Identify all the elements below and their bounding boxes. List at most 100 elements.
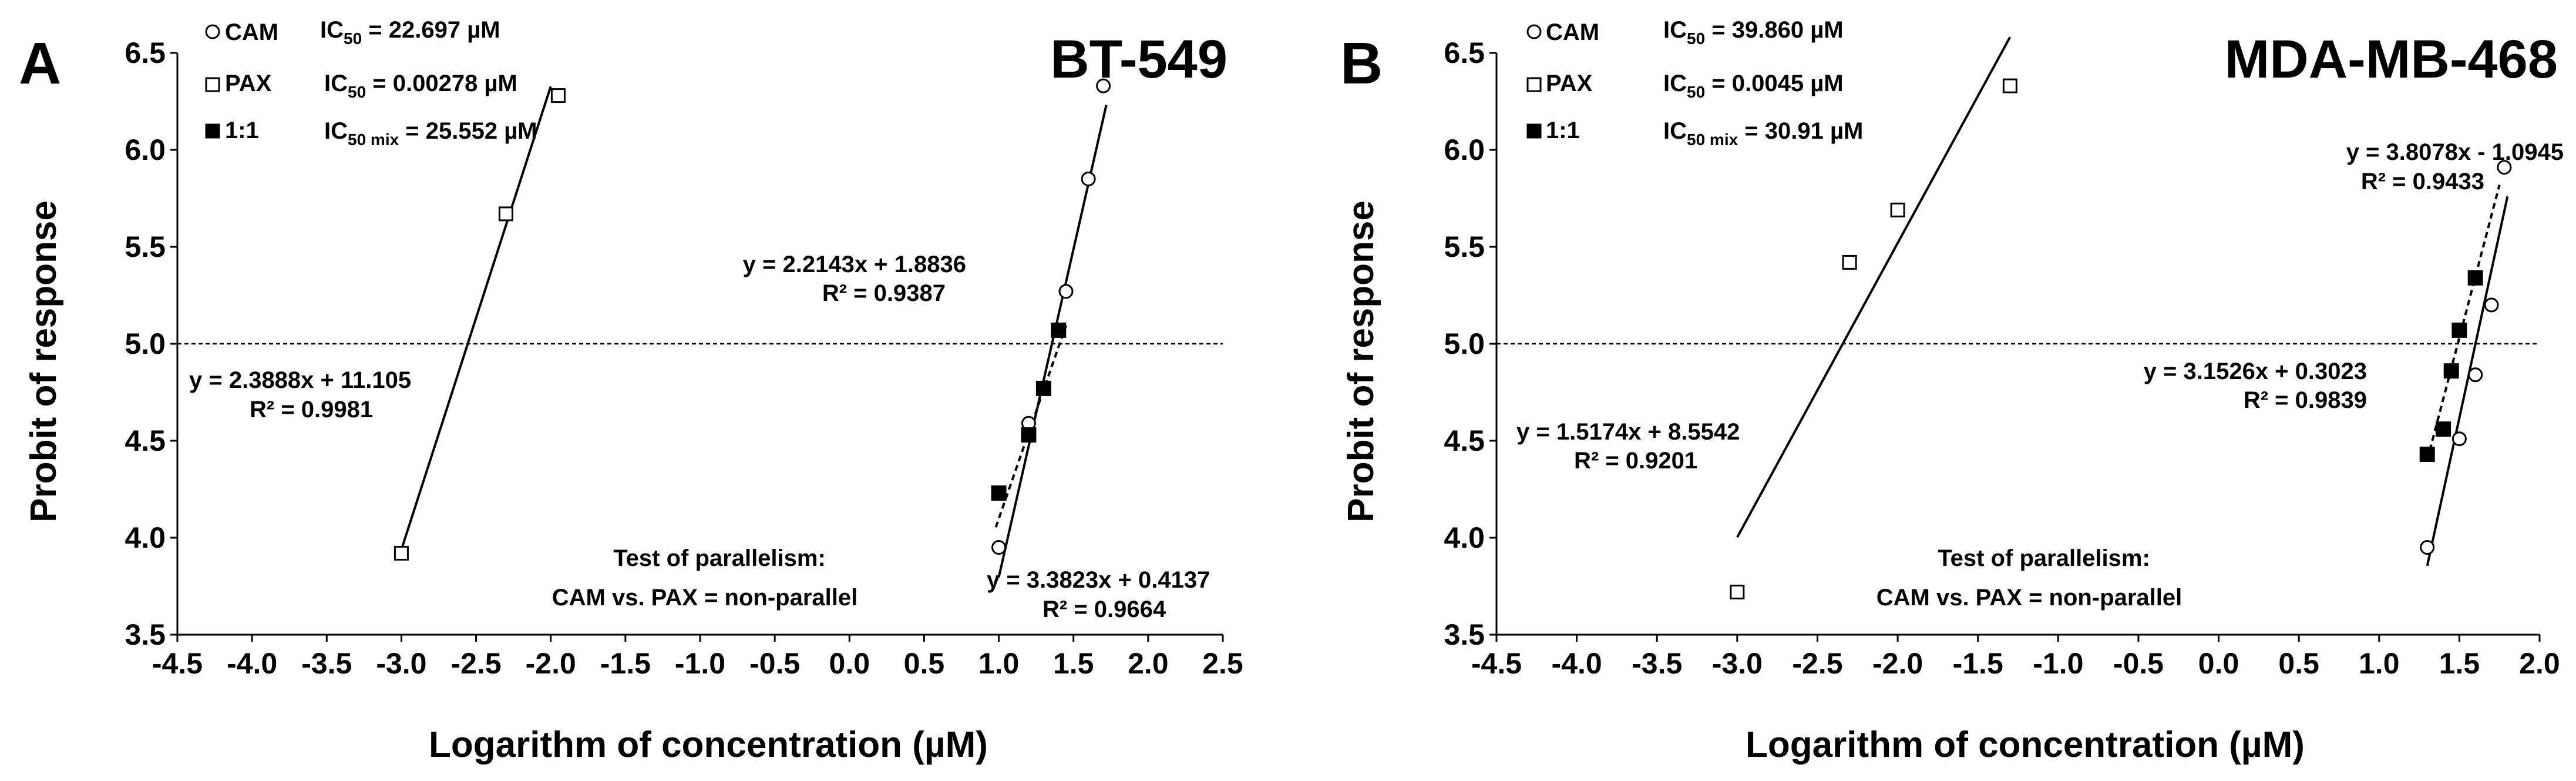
chart-title: BT-549 (1050, 29, 1228, 89)
data-point-pax (550, 88, 566, 103)
data-point-mix (2467, 270, 2483, 286)
fit-r2-pax: R² = 0.9981 (250, 397, 373, 423)
x-tick-label: 2.5 (1202, 647, 1243, 680)
x-tick-label: -1.0 (675, 647, 725, 680)
legend-entry-pax: PAX IC50 = 0.00278 µM (205, 71, 517, 101)
data-point-cam (991, 540, 1007, 555)
y-tick-label: 3.5 (125, 618, 166, 651)
legend-series-label: 1:1 (225, 118, 259, 143)
x-tick-label: 2.0 (1128, 647, 1169, 680)
legend-entry-mix: 1:1 IC50 mix = 30.91 µM (1526, 118, 1863, 149)
legend-marker-open-circle (205, 24, 220, 39)
panel-b: B Probit of response Logarithm of concen… (1340, 17, 2564, 765)
y-tick-label: 6.0 (1444, 133, 1485, 166)
fit-equation-cam: y = 3.3823x + 0.4137 (987, 567, 1210, 593)
y-tick-label: 5.0 (125, 327, 166, 360)
fit-r2-pax: R² = 0.9201 (1574, 448, 1697, 474)
data-point-cam (2484, 297, 2499, 313)
x-tick-label: -4.0 (227, 647, 277, 680)
data-point-mix (2419, 447, 2435, 462)
legend-series-label: CAM (1546, 19, 1599, 45)
data-point-pax (498, 206, 513, 222)
fit-equation-1-1: y = 2.2143x + 1.8836 (743, 252, 966, 277)
panel-letter: A (19, 31, 61, 96)
x-tick-label: 0.0 (829, 647, 870, 680)
data-point-cam (1081, 172, 1096, 186)
y-tick-label: 6.5 (125, 36, 166, 69)
plot-area: -4.5 -4.0 -3.5 -3.0 -2.5 -2.0 -1.5 -1.0 -0.5 0.0 0… (125, 36, 1243, 680)
data-point-mix (1051, 322, 1067, 338)
x-tick-label: -3.5 (1632, 647, 1682, 680)
x-tick-label: -3.0 (1712, 647, 1763, 680)
data-point-mix (1035, 380, 1051, 396)
legend-ic-value: IC50 mix = 25.552 µM (324, 118, 537, 149)
data-point-cam (2420, 540, 2435, 555)
data-point-pax (1842, 254, 1857, 270)
x-tick-label: -4.5 (1471, 647, 1522, 680)
legend-ic-value: IC50 = 0.0045 µM (1663, 71, 1844, 101)
x-tick-label: -2.5 (1792, 647, 1842, 680)
parallelism-title: Test of parallelism: (1938, 545, 2150, 571)
panel-a: A Probit of response Logarithm of concen… (19, 17, 1243, 765)
y-tick-label: 4.0 (1444, 521, 1485, 554)
fit-line-pax (400, 86, 552, 550)
x-tick-label: -4.5 (152, 647, 203, 680)
chart-title: MDA-MB-468 (2225, 29, 2558, 89)
fit-r2-cam: R² = 0.9664 (1042, 596, 1166, 622)
y-tick-label: 4.5 (1444, 424, 1485, 457)
data-point-mix (1021, 427, 1037, 443)
x-axis-label: Logarithm of concentration (µM) (1746, 725, 2305, 765)
fit-r2-1-1: R² = 0.9839 (2244, 387, 2367, 413)
legend-marker-filled-square (205, 123, 220, 139)
legend-entry-pax: PAX IC50 = 0.0045 µM (1526, 71, 1844, 101)
x-tick-label: -2.0 (526, 647, 576, 680)
x-tick-label: 1.0 (978, 647, 1020, 680)
fit-line-pax (1736, 36, 2012, 538)
fit-equation-1-1: y = 3.1526x + 0.3023 (2144, 358, 2367, 384)
y-tick-label: 6.5 (1444, 36, 1485, 69)
legend-marker-filled-square (1526, 123, 1542, 139)
legend-marker-open-square (205, 77, 220, 92)
x-tick-label: 0.0 (2198, 647, 2239, 680)
parallelism-result: CAM vs. PAX = non-parallel (552, 585, 858, 611)
legend-ic-value: IC50 = 39.860 µM (1663, 17, 1844, 48)
fit-line-1-1 (994, 325, 1067, 528)
x-tick-label: -0.5 (749, 647, 800, 680)
legend-entry-mix: 1:1 IC50 mix = 25.552 µM (205, 118, 537, 149)
data-point-pax (1730, 584, 1745, 599)
data-point-pax (2002, 78, 2017, 93)
y-tick-label: 5.5 (125, 230, 166, 263)
fit-line-1-1 (2426, 185, 2501, 461)
y-tick-label: 3.5 (1444, 618, 1485, 651)
y-tick-label: 6.0 (125, 133, 166, 166)
x-tick-label: -0.5 (2113, 647, 2164, 680)
legend-ic-value: IC50 = 0.00278 µM (324, 71, 517, 101)
data-point-cam (2451, 431, 2467, 447)
x-axis-label: Logarithm of concentration (µM) (429, 725, 988, 765)
parallelism-title: Test of parallelism: (613, 545, 826, 571)
legend-marker-open-circle (1526, 24, 1542, 39)
data-point-pax (394, 545, 409, 561)
data-point-cam (2497, 160, 2512, 175)
fit-equation-pax: y = 1.5174x + 8.5542 (1516, 419, 1740, 445)
x-tick-label: -1.5 (600, 647, 651, 680)
x-tick-label: 1.5 (2439, 647, 2480, 680)
x-tick-label: -3.0 (376, 647, 426, 680)
legend-series-label: PAX (1546, 71, 1593, 96)
plot-area: -4.5 -4.0 -3.5 -3.0 -2.5 -2.0 -1.5 -1.0 -0.5 0.0 0… (1444, 36, 2560, 680)
legend-ic-value: IC50 mix = 30.91 µM (1663, 118, 1863, 149)
legend-series-label: CAM (225, 19, 278, 45)
legend-ic-value: IC50 = 22.697 µM (320, 17, 500, 48)
legend-marker-open-square (1526, 77, 1542, 92)
data-point-pax (1890, 202, 1905, 217)
x-tick-label: 0.5 (904, 647, 945, 680)
data-point-mix (2436, 421, 2451, 437)
y-tick-label: 5.0 (1444, 327, 1485, 360)
x-tick-label: 0.5 (2278, 647, 2319, 680)
y-axis-label: Probit of response (23, 200, 64, 522)
legend: CAM IC50 = 39.860 µM PAX IC50 = 0.0045 µ… (1526, 17, 1863, 149)
y-tick-label: 4.0 (125, 521, 166, 554)
data-point-cam (1058, 284, 1074, 299)
